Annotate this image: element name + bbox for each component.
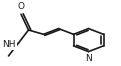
Text: O: O	[18, 2, 25, 11]
Text: NH: NH	[3, 40, 16, 49]
Text: N: N	[85, 54, 92, 63]
